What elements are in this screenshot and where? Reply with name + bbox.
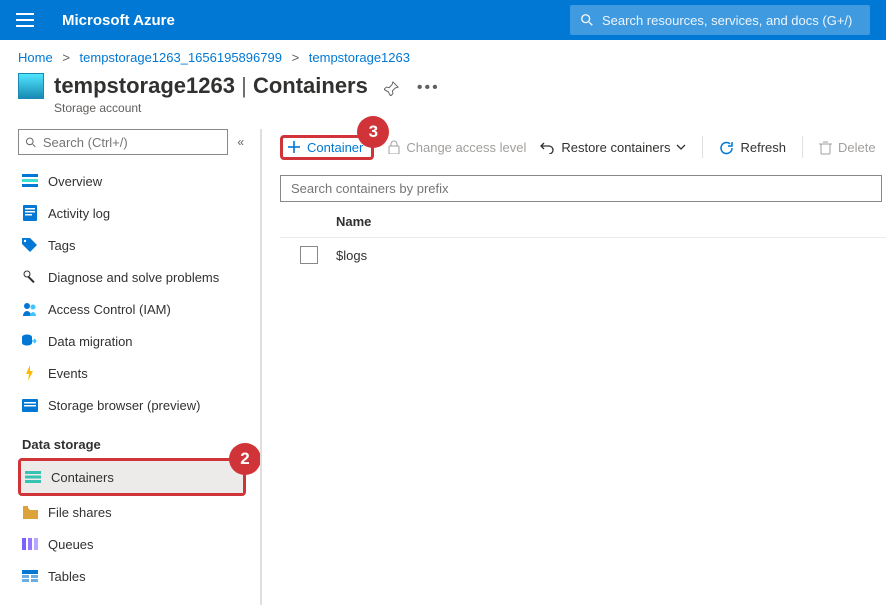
storage-account-icon xyxy=(18,73,44,99)
undo-icon xyxy=(540,140,555,154)
button-label: Change access level xyxy=(406,140,526,155)
sidebar-label: Tables xyxy=(48,569,86,584)
page-header: tempstorage1263 | Containers Storage acc… xyxy=(0,69,886,115)
sidebar-item-events[interactable]: Events xyxy=(18,357,246,389)
highlight-add-container: 3 Container xyxy=(280,135,374,160)
restore-containers-button[interactable]: Restore containers xyxy=(540,140,686,155)
change-access-button[interactable]: Change access level xyxy=(388,140,526,155)
button-label: Refresh xyxy=(740,140,786,155)
sidebar-label: Queues xyxy=(48,537,94,552)
hamburger-icon[interactable] xyxy=(16,13,34,27)
refresh-icon xyxy=(719,140,734,155)
file-shares-icon xyxy=(22,504,38,520)
more-icon[interactable]: ••• xyxy=(417,79,440,97)
title-block: tempstorage1263 | Containers Storage acc… xyxy=(54,73,368,115)
table-header: Name xyxy=(280,202,886,238)
sidebar-search[interactable] xyxy=(18,129,228,155)
sidebar-item-queues[interactable]: Queues xyxy=(18,528,246,560)
section-data-storage: Data storage xyxy=(22,437,246,452)
overview-icon xyxy=(22,173,38,189)
chevron-right-icon: > xyxy=(62,50,70,65)
top-bar: Microsoft Azure xyxy=(0,0,886,40)
sidebar-label: Tags xyxy=(48,238,75,253)
plus-icon xyxy=(287,140,301,154)
button-label: Delete xyxy=(838,140,876,155)
tables-icon xyxy=(22,568,38,584)
refresh-button[interactable]: Refresh xyxy=(719,140,786,155)
lock-icon xyxy=(388,140,400,154)
queues-icon xyxy=(22,536,38,552)
sidebar-item-iam[interactable]: Access Control (IAM) xyxy=(18,293,246,325)
storage-browser-icon xyxy=(22,397,38,413)
sidebar-search-input[interactable] xyxy=(43,135,221,150)
events-icon xyxy=(22,365,38,381)
subtitle: Storage account xyxy=(54,101,368,115)
button-label: Restore containers xyxy=(561,140,670,155)
breadcrumb: Home > tempstorage1263_1656195896799 > t… xyxy=(0,40,886,69)
toolbar: 3 Container Change access level Restore … xyxy=(280,129,886,165)
search-icon xyxy=(580,13,594,27)
sidebar-label: Access Control (IAM) xyxy=(48,302,171,317)
row-name: $logs xyxy=(336,248,367,263)
migration-icon xyxy=(22,333,38,349)
sidebar-label: Activity log xyxy=(48,206,110,221)
column-name: Name xyxy=(336,214,371,229)
delete-button[interactable]: Delete xyxy=(819,140,876,155)
iam-icon xyxy=(22,301,38,317)
sidebar-item-tables[interactable]: Tables xyxy=(18,560,246,592)
sidebar-item-storage-browser[interactable]: Storage browser (preview) xyxy=(18,389,246,421)
tags-icon xyxy=(22,237,38,253)
sidebar-item-overview[interactable]: Overview xyxy=(18,165,246,197)
breadcrumb-rg[interactable]: tempstorage1263_1656195896799 xyxy=(80,50,282,65)
chevron-down-icon xyxy=(676,144,686,150)
trash-icon xyxy=(819,140,832,155)
brand-label: Microsoft Azure xyxy=(62,12,175,29)
page-title: tempstorage1263 xyxy=(54,73,235,98)
sidebar-item-containers[interactable]: Containers xyxy=(21,461,243,493)
row-checkbox[interactable] xyxy=(300,246,318,264)
sidebar-label: Events xyxy=(48,366,88,381)
pin-icon[interactable] xyxy=(384,81,399,96)
breadcrumb-home[interactable]: Home xyxy=(18,50,53,65)
table-row[interactable]: $logs xyxy=(280,238,886,272)
highlight-containers: 2 Containers xyxy=(18,458,246,496)
sidebar-label: Storage browser (preview) xyxy=(48,398,200,413)
collapse-sidebar-icon[interactable]: « xyxy=(237,135,244,149)
main-content: 3 Container Change access level Restore … xyxy=(260,129,886,605)
sidebar-item-diagnose[interactable]: Diagnose and solve problems xyxy=(18,261,246,293)
sidebar-label: File shares xyxy=(48,505,112,520)
global-search[interactable] xyxy=(570,5,870,35)
containers-icon xyxy=(25,469,41,485)
sidebar-item-file-shares[interactable]: File shares xyxy=(18,496,246,528)
diagnose-icon xyxy=(22,269,38,285)
global-search-input[interactable] xyxy=(602,13,860,28)
add-container-button[interactable]: Container xyxy=(287,140,363,155)
toolbar-divider xyxy=(802,136,803,158)
sidebar-item-data-migration[interactable]: Data migration xyxy=(18,325,246,357)
sidebar-item-activity-log[interactable]: Activity log xyxy=(18,197,246,229)
callout-badge-2: 2 xyxy=(229,443,261,475)
callout-badge-3: 3 xyxy=(357,116,389,148)
search-prefix-input[interactable] xyxy=(280,175,882,202)
breadcrumb-resource[interactable]: tempstorage1263 xyxy=(309,50,410,65)
search-icon xyxy=(25,136,37,149)
sidebar-label: Containers xyxy=(51,470,114,485)
blade-title: Containers xyxy=(253,73,368,98)
sidebar-label: Overview xyxy=(48,174,102,189)
sidebar-label: Data migration xyxy=(48,334,133,349)
toolbar-divider xyxy=(702,136,703,158)
activity-log-icon xyxy=(22,205,38,221)
button-label: Container xyxy=(307,140,363,155)
chevron-right-icon: > xyxy=(292,50,300,65)
sidebar: « Overview Activity log Tags Diagnose an… xyxy=(0,129,260,605)
sidebar-label: Diagnose and solve problems xyxy=(48,270,219,285)
sidebar-item-tags[interactable]: Tags xyxy=(18,229,246,261)
